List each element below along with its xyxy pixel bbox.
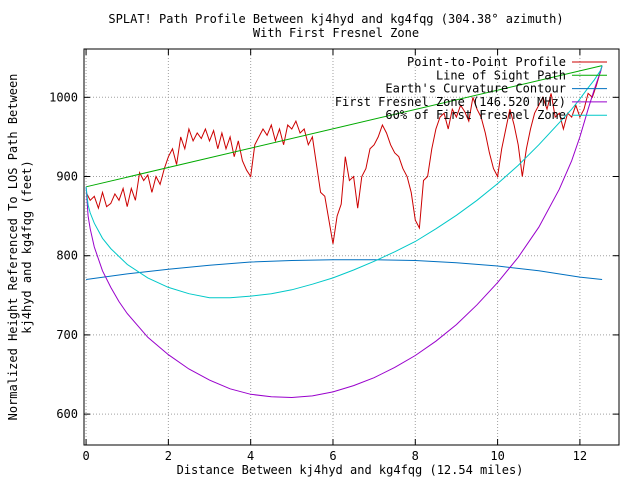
y-axis-label-line2: kj4hyd and kg4fqg (feet)	[20, 160, 34, 333]
y-tick-label: 1000	[49, 90, 78, 104]
y-tick-label: 600	[56, 407, 78, 421]
x-tick-label: 8	[412, 449, 419, 463]
legend-label-first-fresnel-zone: First Fresnel Zone (146.520 MHz)	[335, 95, 566, 109]
x-tick-label: 10	[490, 449, 504, 463]
x-tick-label: 4	[247, 449, 254, 463]
series-line-first-fresnel-zone	[85, 65, 603, 399]
x-tick-label: 6	[329, 449, 336, 463]
legend-label-sixty-percent-fresnel-zone: 60% of First Fresnel Zone	[385, 108, 566, 122]
legend-label-earth-curvature-contour: Earth's Curvature Contour	[385, 82, 566, 96]
plot-frame	[83, 48, 620, 446]
x-tick-label: 0	[82, 449, 89, 463]
series-line-earth-curvature-contour	[86, 259, 603, 280]
x-axis-ticks: 0 2 4 6 8 10 12	[82, 49, 587, 463]
y-axis-label-line1: Normalized Height Referenced To LOS Path…	[6, 74, 20, 421]
x-tick-label: 12	[573, 449, 587, 463]
series-layer	[85, 65, 603, 399]
legend-label-point-to-point-profile: Point-to-Point Profile	[407, 55, 566, 69]
legend-label-line-of-sight-path: Line of Sight Path	[436, 68, 566, 82]
y-tick-label: 700	[56, 328, 78, 342]
series-line-sixty-percent-fresnel-zone	[85, 65, 603, 299]
x-axis-label: Distance Between kj4hyd and kg4fqg (12.5…	[177, 463, 524, 477]
series-line-point-to-point-profile	[85, 65, 603, 244]
y-axis-ticks: 600 700 800 900 1000	[49, 90, 619, 421]
x-tick-label: 2	[165, 449, 172, 463]
y-tick-label: 800	[56, 249, 78, 263]
y-tick-label: 900	[56, 170, 78, 184]
series-line-line-of-sight-path	[85, 65, 603, 188]
chart-title-line1: SPLAT! Path Profile Between kj4hyd and k…	[108, 12, 563, 26]
chart-title-line2: With First Fresnel Zone	[253, 26, 419, 40]
